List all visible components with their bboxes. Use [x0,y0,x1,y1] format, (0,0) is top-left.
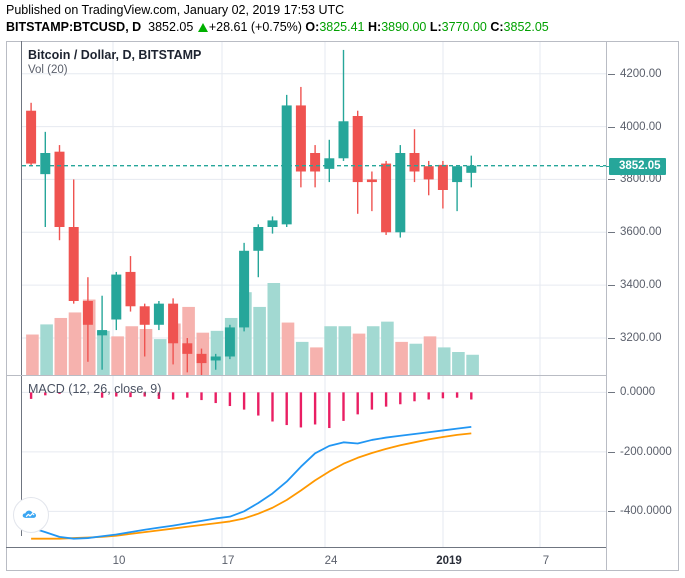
published-line: Published on TradingView.com, January 02… [6,3,345,17]
last-price: 3852.05 [148,20,194,34]
time-scale[interactable]: 10 17 24 2019 7 [6,548,606,572]
tradingview-logo-icon [13,497,49,533]
high-value: 3890.00 [381,20,427,34]
current-price-badge[interactable]: 3852.05 [609,157,666,175]
header: Published on TradingView.com, January 02… [6,2,676,35]
macd-axis-tick: 0.0000 [620,386,656,399]
left-axis-line [21,41,22,536]
price-tick-mark [608,285,615,287]
price-badge-leader [600,165,609,168]
high-label: H: [367,20,382,34]
price-pane[interactable] [22,42,606,375]
time-axis-tick: 10 [112,555,126,567]
macd-axis-tick: -200.0000 [620,445,672,458]
pane-divider [6,375,606,376]
macd-axis-tick: -400.0000 [620,505,672,518]
time-axis-tick: 17 [221,555,235,567]
price-tick-mark [608,232,615,234]
time-axis-divider [6,547,606,548]
price-axis-tick: 4000.00 [620,120,662,133]
price-axis-tick: 3200.00 [620,332,662,344]
macd-scale[interactable]: 0.0000 -200.0000 -400.0000 [608,376,683,547]
macd-tick-mark [608,451,615,453]
price-scale-divider [606,41,607,571]
change-value: +28.61 (+0.75%) [208,20,302,34]
time-axis-tick: 24 [324,555,338,567]
low-label: L: [429,20,442,34]
macd-pane[interactable] [22,376,606,547]
price-tick-mark [608,179,615,181]
price-axis-tick: 3400.00 [620,279,662,292]
price-tick-mark [608,73,615,75]
symbol-label: BITSTAMP:BTCUSD, D [6,20,142,34]
price-axis-tick: 3600.00 [620,226,662,239]
quote-line: BITSTAMP:BTCUSD, D 3852.05 +28.61 (+0.75… [6,19,676,35]
close-label: C: [490,20,504,34]
price-axis-tick: 4200.00 [620,67,662,80]
open-value: 3825.41 [319,20,365,34]
close-value: 3852.05 [503,20,549,34]
time-axis-tick: 7 [542,555,550,567]
macd-tick-mark [608,392,615,394]
price-tick-mark [608,126,615,128]
open-label: O: [305,20,320,34]
time-axis-tick: 2019 [436,555,462,567]
price-axis-tick: 3800.00 [620,173,662,186]
price-scale[interactable]: 4200.00 4000.00 3800.00 3600.00 3400.00 3200.… [600,42,683,375]
up-triangle-icon [197,23,208,32]
macd-tick-mark [608,511,615,513]
tradingview-glyph [22,510,36,518]
low-value: 3770.00 [441,20,487,34]
price-tick-mark [608,338,615,339]
